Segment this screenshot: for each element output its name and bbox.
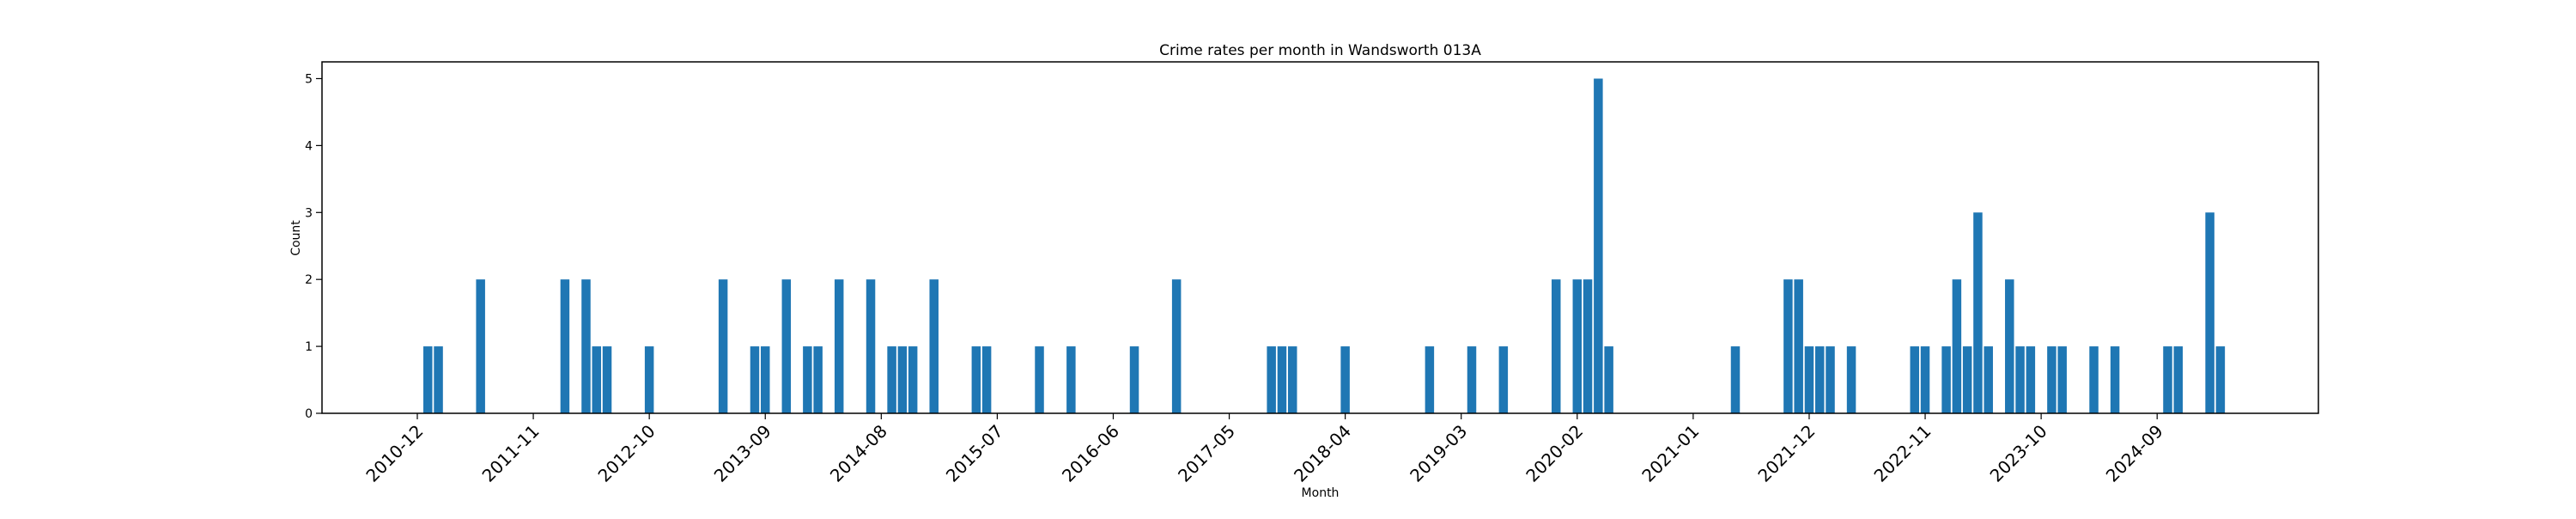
bar	[1920, 346, 1930, 413]
bar	[2205, 212, 2215, 413]
bar	[908, 346, 918, 413]
chart-title: Crime rates per month in Wandsworth 013A	[1159, 42, 1481, 59]
bar	[2005, 279, 2014, 413]
bar	[1984, 346, 1993, 413]
bar	[1551, 279, 1561, 413]
bar	[1277, 346, 1287, 413]
bar	[434, 346, 443, 413]
bar	[781, 279, 792, 413]
bar	[1594, 78, 1603, 413]
bar	[1267, 346, 1276, 413]
bar	[2057, 346, 2067, 413]
y-tick-label: 5	[305, 72, 313, 86]
bar	[2015, 346, 2025, 413]
bar	[581, 279, 591, 413]
bar	[1826, 346, 1835, 413]
bar	[1467, 346, 1477, 413]
bar	[1425, 346, 1435, 413]
bar	[981, 346, 992, 413]
bar	[1846, 346, 1856, 413]
y-tick-label: 3	[305, 206, 313, 220]
bar	[929, 279, 939, 413]
bar	[1129, 346, 1139, 413]
bar	[897, 346, 908, 413]
x-axis-label: Month	[1302, 486, 1340, 500]
bars-layer	[423, 78, 2226, 413]
y-axis: 0 1 2 3 4 5	[305, 72, 322, 421]
bar	[2110, 346, 2120, 413]
bar	[1604, 346, 1613, 413]
bar	[476, 279, 485, 413]
bar	[1794, 279, 1803, 413]
bar	[1952, 279, 1962, 413]
bar	[1910, 346, 1920, 413]
bar	[2047, 346, 2057, 413]
bar	[718, 279, 728, 413]
bar	[2089, 346, 2099, 413]
bar	[423, 346, 433, 413]
bar	[1973, 212, 1983, 413]
bar	[560, 279, 570, 413]
bar	[1804, 346, 1814, 413]
bar	[1583, 279, 1593, 413]
bar	[2163, 346, 2172, 413]
bar	[803, 346, 812, 413]
y-tick-label: 2	[305, 273, 313, 287]
bar	[1941, 346, 1951, 413]
bar	[750, 346, 760, 413]
bar	[2026, 346, 2036, 413]
bar	[1572, 279, 1583, 413]
bar	[834, 279, 844, 413]
y-tick-label: 0	[305, 407, 313, 421]
y-tick-label: 4	[305, 139, 313, 153]
bar	[1035, 346, 1044, 413]
y-axis-label: Count	[289, 220, 303, 256]
bar	[1498, 346, 1509, 413]
bar	[1962, 346, 1972, 413]
bar	[644, 346, 654, 413]
bar	[592, 346, 602, 413]
bar	[2173, 346, 2184, 413]
bar	[1340, 346, 1350, 413]
bar	[602, 346, 612, 413]
bar	[971, 346, 981, 413]
bar	[1066, 346, 1076, 413]
bar	[1730, 346, 1741, 413]
bar	[1783, 279, 1793, 413]
plot-area-frame	[321, 61, 2319, 414]
bar	[2215, 346, 2226, 413]
bar	[813, 346, 823, 413]
bar	[1814, 346, 1825, 413]
bar	[760, 346, 770, 413]
bar	[1287, 346, 1297, 413]
y-tick-label: 1	[305, 340, 313, 354]
bar	[1171, 279, 1182, 413]
bar	[887, 346, 896, 413]
bar	[866, 279, 876, 413]
